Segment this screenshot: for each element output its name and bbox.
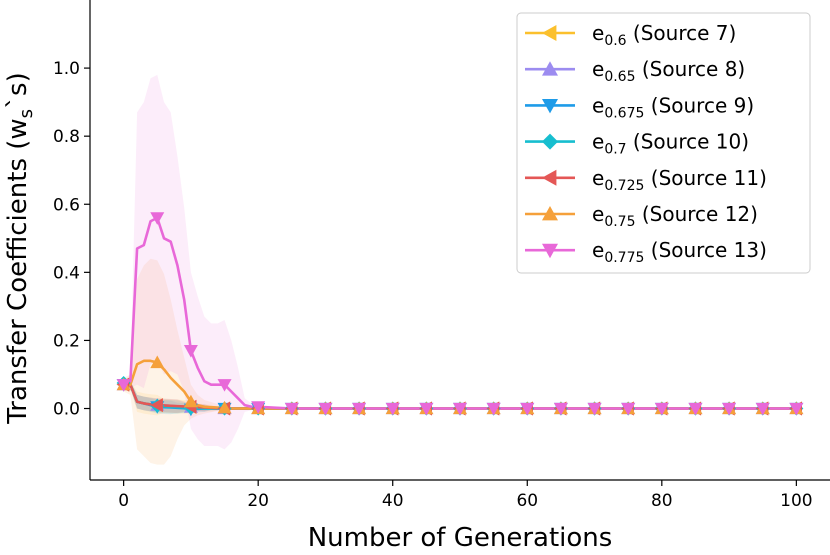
x-tick-label: 0 xyxy=(118,491,129,511)
legend-label-source: (Source 8) xyxy=(635,57,745,81)
y-axis-label-sub: s xyxy=(16,109,37,118)
legend-label-symbol: e xyxy=(592,21,604,45)
series-0-775-marker xyxy=(654,402,669,416)
legend-item-0-725: e0.725 (Source 11) xyxy=(525,166,767,194)
legend-label-subscript: 0.65 xyxy=(604,69,635,85)
legend-label: e0.7 (Source 10) xyxy=(592,130,749,158)
x-tick-label: 100 xyxy=(780,491,812,511)
legend-label-source: (Source 13) xyxy=(644,238,766,262)
x-tick-label: 40 xyxy=(382,491,404,511)
legend-label-subscript: 0.725 xyxy=(604,178,644,194)
legend-label: e0.65 (Source 8) xyxy=(592,57,745,85)
series-0-775-marker xyxy=(150,212,165,225)
legend-label-subscript: 0.775 xyxy=(604,250,644,266)
y-axis-label-tail: `s) xyxy=(3,72,33,109)
legend-marker xyxy=(542,133,558,150)
series-0-775-marker xyxy=(116,379,131,392)
legend-item-0-6: e0.6 (Source 7) xyxy=(525,21,736,49)
series-0-775-marker xyxy=(755,402,770,416)
x-tick-label: 60 xyxy=(516,491,538,511)
legend-marker xyxy=(542,206,558,221)
legend-item-0-7: e0.7 (Source 10) xyxy=(525,130,749,158)
series-0-775-marker xyxy=(520,402,535,416)
legend-label: e0.725 (Source 11) xyxy=(592,166,767,194)
series-0-775-marker xyxy=(587,402,602,416)
legend-label-subscript: 0.75 xyxy=(604,214,635,230)
series-0-775-marker xyxy=(352,402,367,416)
legend-label-source: (Source 11) xyxy=(644,166,766,190)
legend-label-source: (Source 10) xyxy=(627,130,749,154)
series-0-775-marker xyxy=(251,401,266,414)
legend-item-0-75: e0.75 (Source 12) xyxy=(525,202,758,230)
x-axis-label: Number of Generations xyxy=(308,523,613,553)
x-tick-label: 20 xyxy=(247,491,269,511)
y-tick-label: 0.8 xyxy=(53,127,80,147)
legend-label-symbol: e xyxy=(592,238,604,262)
legend-marker xyxy=(542,99,558,114)
x-tick-label: 80 xyxy=(651,491,673,511)
series-0-775-marker xyxy=(385,402,400,416)
y-tick-label: 0.2 xyxy=(53,331,80,351)
series-0-75-marker xyxy=(183,394,198,408)
series-0-775-marker xyxy=(284,402,299,416)
series-0-775-marker xyxy=(486,402,501,416)
legend-label-subscript: 0.675 xyxy=(604,105,644,121)
legend-label-symbol: e xyxy=(592,130,604,154)
y-tick-label: 1.0 xyxy=(53,59,80,79)
series-0-775-marker xyxy=(722,402,737,416)
legend-label-symbol: e xyxy=(592,166,604,190)
legend-label-source: (Source 7) xyxy=(627,21,737,45)
series-0-775-marker xyxy=(621,402,636,416)
legend-marker xyxy=(542,243,558,259)
legend-marker xyxy=(542,25,557,41)
series-0-775-marker xyxy=(183,345,198,358)
y-tick-label: 0.4 xyxy=(53,263,80,283)
axes xyxy=(89,0,830,481)
series-0-775-marker xyxy=(553,402,568,416)
series-0-775-marker xyxy=(419,402,434,416)
series-0-775-marker xyxy=(217,379,232,392)
legend-label-source: (Source 12) xyxy=(635,202,757,226)
legend-label-subscript: 0.7 xyxy=(604,142,626,158)
y-axis-label-main: Transfer Coefficients (w xyxy=(3,118,33,424)
legend-label: e0.6 (Source 7) xyxy=(592,21,736,49)
series-0-775-marker xyxy=(789,402,804,416)
legend-label: e0.775 (Source 13) xyxy=(592,238,767,266)
legend-label-source: (Source 9) xyxy=(644,93,754,117)
series-0-775-marker xyxy=(688,402,703,416)
legend-marker xyxy=(542,61,558,76)
y-tick-label: 0.6 xyxy=(53,195,80,215)
legend-label-symbol: e xyxy=(592,57,604,81)
series-markers xyxy=(116,212,804,417)
legend-label-symbol: e xyxy=(592,202,604,226)
legend-item-0-775: e0.775 (Source 13) xyxy=(525,238,767,266)
legend-frame xyxy=(516,12,811,274)
series-0-775-marker xyxy=(453,402,467,416)
legend-label-symbol: e xyxy=(592,93,604,117)
legend-label-subscript: 0.6 xyxy=(604,33,626,49)
series-0-75-marker xyxy=(217,400,232,414)
y-axis-label: Transfer Coefficients (ws`s) xyxy=(3,72,37,425)
y-ticks: 0.0 0.2 0.4 0.6 0.8 1.0 xyxy=(53,59,90,420)
series-0-775-marker xyxy=(318,402,333,416)
x-ticks: 0 20 40 60 80 100 xyxy=(118,480,813,511)
legend-marker xyxy=(542,169,557,186)
series-0-725-marker xyxy=(150,398,163,413)
legend: e0.6 (Source 7)e0.65 (Source 8)e0.675 (S… xyxy=(516,12,811,274)
series-0-75-marker xyxy=(150,355,165,369)
legend-label: e0.75 (Source 12) xyxy=(592,202,758,230)
legend-item-0-65: e0.65 (Source 8) xyxy=(525,57,745,85)
legend-item-0-675: e0.675 (Source 9) xyxy=(525,93,754,121)
y-tick-label: 0.0 xyxy=(53,400,80,420)
legend-label: e0.675 (Source 9) xyxy=(592,93,754,121)
